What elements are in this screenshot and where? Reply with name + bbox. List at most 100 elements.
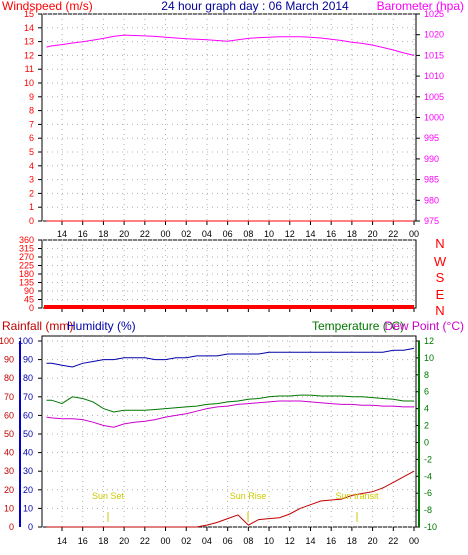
windspeed-axis-label: Windspeed (m/s) xyxy=(2,0,93,13)
humidity-tick-label: 0 xyxy=(28,522,33,532)
temperature-tick-label: -10 xyxy=(424,522,437,532)
windspeed-tick-label: 14 xyxy=(24,23,34,33)
x-tick-label: 20 xyxy=(119,229,129,239)
x-tick-label: 12 xyxy=(285,229,295,239)
x-tick-label: 22 xyxy=(388,536,398,546)
x-tick-label: 00 xyxy=(161,536,171,546)
rainfall-tick-label: 60 xyxy=(4,410,14,420)
barometer-tick-label: 1000 xyxy=(424,113,444,123)
humidity-tick-label: 60 xyxy=(23,410,33,420)
x-tick-label: 18 xyxy=(98,229,108,239)
x-tick-label: 22 xyxy=(140,229,150,239)
windspeed-tick-label: 10 xyxy=(24,78,34,88)
x-tick-label: 18 xyxy=(347,536,357,546)
direction-tick-label: 45 xyxy=(24,295,34,305)
direction-tick-label: 135 xyxy=(19,278,34,288)
direction-tick-label: 270 xyxy=(19,252,34,262)
panel2-frame xyxy=(41,239,417,309)
temperature-tick-label: -8 xyxy=(424,505,432,515)
windspeed-tick-label: 1 xyxy=(29,202,34,212)
rainfall-tick-label: 80 xyxy=(4,373,14,383)
direction-tick-label: 0 xyxy=(29,303,34,313)
humidity-axis-label: Humidity (%) xyxy=(67,319,136,333)
temperature-line xyxy=(46,394,414,413)
windspeed-tick-label: 7 xyxy=(29,119,34,129)
x-tick-label: 12 xyxy=(285,536,295,546)
x-tick-label: 14 xyxy=(57,536,67,546)
temperature-tick-label: 0 xyxy=(424,437,429,447)
windspeed-tick-label: 5 xyxy=(29,147,34,157)
rainfall-tick-label: 100 xyxy=(0,336,14,346)
temperature-tick-label: -4 xyxy=(424,471,432,481)
temperature-tick-label: 12 xyxy=(424,336,434,346)
rainfall-tick-label: 40 xyxy=(4,448,14,458)
barometer-tick-label: 985 xyxy=(424,175,439,185)
rainfall-line xyxy=(46,470,415,528)
humidity-tick-label: 10 xyxy=(23,503,33,513)
axis-ticks: 1414161618182020222200000202040406060808… xyxy=(0,9,444,546)
barometer-tick-label: 1010 xyxy=(424,71,444,81)
compass-label-s: S xyxy=(436,270,445,285)
temperature-tick-label: -2 xyxy=(424,454,432,464)
rainfall-tick-label: 20 xyxy=(4,485,14,495)
x-tick-label: 04 xyxy=(202,536,212,546)
rainfall-tick-label: 50 xyxy=(4,429,14,439)
x-tick-label: 06 xyxy=(223,229,233,239)
x-tick-label: 18 xyxy=(98,536,108,546)
windspeed-tick-label: 12 xyxy=(24,50,34,60)
x-tick-label: 14 xyxy=(305,229,315,239)
x-tick-label: 22 xyxy=(140,536,150,546)
direction-tick-label: 180 xyxy=(19,269,34,279)
barometer-tick-label: 995 xyxy=(424,133,439,143)
barometer-tick-label: 990 xyxy=(424,154,439,164)
barometer-line xyxy=(46,34,415,56)
humidity-tick-label: 40 xyxy=(23,448,33,458)
humidity-tick-label: 70 xyxy=(23,392,33,402)
rainfall-tick-label: 10 xyxy=(4,503,14,513)
rainfall-axis-label: Rainfall (mm) xyxy=(2,319,73,333)
dewpoint-axis-label: Dew Point (°C) xyxy=(385,319,464,333)
rainfall-tick-label: 30 xyxy=(4,466,14,476)
x-tick-label: 14 xyxy=(305,536,315,546)
humidity-tick-label: 30 xyxy=(23,466,33,476)
windspeed-tick-label: 4 xyxy=(29,161,34,171)
windspeed-tick-label: 9 xyxy=(29,92,34,102)
humidity-tick-label: 90 xyxy=(23,355,33,365)
direction-tick-label: 360 xyxy=(19,235,34,245)
temperature-tick-label: 4 xyxy=(424,404,429,414)
compass-label-w: W xyxy=(434,254,447,269)
sunset-label: Sun Set xyxy=(92,491,125,501)
x-tick-label: 20 xyxy=(368,229,378,239)
barometer-tick-label: 1015 xyxy=(424,50,444,60)
x-tick-label: 08 xyxy=(243,229,253,239)
x-tick-label: 02 xyxy=(181,229,191,239)
chart-title: 24 hour graph day : 06 March 2014 xyxy=(161,0,349,13)
humidity-tick-label: 50 xyxy=(23,429,33,439)
compass-label-n-top: N xyxy=(435,236,444,251)
direction-tick-label: 90 xyxy=(24,286,34,296)
panel3-frame xyxy=(41,335,417,528)
barometer-tick-label: 980 xyxy=(424,195,439,205)
windspeed-tick-label: 15 xyxy=(24,9,34,19)
x-tick-label: 20 xyxy=(368,536,378,546)
x-tick-label: 10 xyxy=(264,229,274,239)
barometer-tick-label: 975 xyxy=(424,216,439,226)
temperature-tick-label: 10 xyxy=(424,353,434,363)
windspeed-tick-label: 0 xyxy=(29,216,34,226)
x-tick-label: 14 xyxy=(57,229,67,239)
x-tick-label: 00 xyxy=(409,229,419,239)
windspeed-tick-label: 2 xyxy=(29,188,34,198)
grid-lines xyxy=(42,13,416,528)
rainfall-tick-label: 90 xyxy=(4,355,14,365)
panel1-frame xyxy=(41,13,417,222)
temperature-tick-label: 2 xyxy=(424,421,429,431)
windspeed-tick-label: 6 xyxy=(29,133,34,143)
windspeed-tick-label: 11 xyxy=(25,64,34,74)
humidity-tick-label: 20 xyxy=(23,485,33,495)
chart-marks xyxy=(44,34,415,528)
sunrise-label: Sun Rise xyxy=(230,491,267,501)
x-tick-label: 16 xyxy=(78,229,88,239)
x-tick-label: 02 xyxy=(181,536,191,546)
suntransit-label: Sun transit xyxy=(335,491,379,501)
x-tick-label: 08 xyxy=(243,536,253,546)
